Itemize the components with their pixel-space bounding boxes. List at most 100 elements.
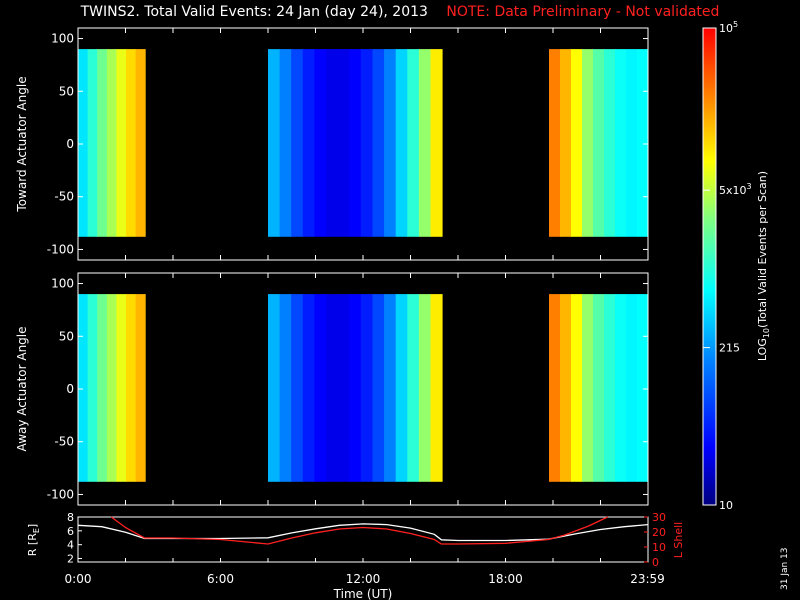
colorbar-gradient: [703, 28, 716, 505]
colorbar-tick-label: 5x103: [719, 182, 752, 197]
toward-cell-1-13: [418, 49, 431, 237]
toward-angle-panel: 100 50 0 -50 -100 Toward Actuator Angle: [15, 27, 649, 261]
toward-ytick-label: -50: [54, 190, 74, 204]
away-cell-0-2: [97, 294, 108, 482]
colorbar-label: LOG10(Total Valid Events per Scan): [756, 171, 771, 361]
toward-cell-1-14: [430, 49, 443, 237]
away-cell-1-13: [418, 294, 431, 482]
away-heatmap: [78, 294, 649, 482]
away-cell-1-4: [314, 294, 327, 482]
toward-cell-0-4: [116, 49, 127, 237]
toward-cell-1-10: [384, 49, 397, 237]
away-cell-2-3: [582, 294, 594, 482]
away-cell-0-3: [106, 294, 117, 482]
away-cell-1-8: [360, 294, 373, 482]
r-tick-label: 6: [67, 525, 74, 538]
toward-cell-0-0: [78, 49, 89, 237]
time-axis-ticks: 0:00 6:00 12:00 18:00 23:59: [65, 558, 665, 586]
toward-cell-0-1: [87, 49, 98, 237]
l-shell-line: [110, 516, 608, 545]
toward-cell-1-12: [407, 49, 420, 237]
away-ytick-label: 50: [59, 329, 74, 343]
r-tick-label: 2: [67, 553, 74, 566]
away-ytick-label: -100: [47, 487, 74, 501]
time-tick-label: 12:00: [346, 572, 381, 586]
away-angle-panel: 100 50 0 -50 -100 Away Actuator Angle: [15, 272, 649, 506]
away-cell-2-0: [549, 294, 561, 482]
toward-cell-2-3: [582, 49, 594, 237]
toward-cell-1-3: [302, 49, 315, 237]
away-y-ticks: 100 50 0 -50 -100: [47, 273, 649, 505]
time-tick-label: 23:59: [630, 572, 665, 586]
toward-cell-2-2: [571, 49, 583, 237]
toward-cell-1-4: [314, 49, 327, 237]
away-ytick-label: 0: [66, 382, 74, 396]
toward-ytick-label: 50: [59, 84, 74, 98]
away-cell-2-4: [593, 294, 605, 482]
away-cell-1-1: [279, 294, 292, 482]
toward-cell-2-6: [615, 49, 627, 237]
away-cell-1-6: [337, 294, 350, 482]
time-tick-label: 0:00: [65, 572, 92, 586]
r-tick-label: 4: [67, 539, 74, 552]
away-cell-1-3: [302, 294, 315, 482]
toward-cell-2-5: [604, 49, 616, 237]
toward-cell-2-8: [637, 49, 649, 237]
toward-cell-1-0: [268, 49, 281, 237]
orbit-lines: [77, 516, 649, 545]
away-cell-0-0: [78, 294, 89, 482]
away-cell-1-2: [291, 294, 304, 482]
away-cell-1-12: [407, 294, 420, 482]
toward-cell-1-1: [279, 49, 292, 237]
toward-cell-1-7: [349, 49, 362, 237]
away-y-label: Away Actuator Angle: [15, 326, 29, 451]
colorbar-ticks: 105 5x103 215 10: [703, 20, 752, 512]
toward-ytick-label: -100: [47, 242, 74, 256]
l-shell-tick-label: 20: [652, 526, 666, 539]
toward-ytick-label: 100: [51, 32, 74, 46]
l-shell-tick-label: 0: [652, 556, 659, 569]
toward-cell-2-7: [626, 49, 638, 237]
l-shell-tick-label: 10: [652, 541, 666, 554]
date-stamp: 31 Jan 13: [780, 547, 790, 591]
r-axis-label: R [RE]: [26, 524, 41, 556]
toward-cell-1-6: [337, 49, 350, 237]
away-ytick-label: 100: [51, 277, 74, 291]
chart-title: TWINS2. Total Valid Events: 24 Jan (day …: [0, 4, 800, 26]
time-tick-label: 6:00: [207, 572, 234, 586]
away-cell-2-7: [626, 294, 638, 482]
time-tick-label: 18:00: [488, 572, 523, 586]
away-cell-1-0: [268, 294, 281, 482]
away-cell-1-7: [349, 294, 362, 482]
colorbar-tick-label: 10: [719, 499, 733, 512]
away-cell-2-8: [637, 294, 649, 482]
away-cell-2-1: [560, 294, 572, 482]
toward-ytick-label: 0: [66, 137, 74, 151]
away-ytick-label: -50: [54, 435, 74, 449]
toward-cell-1-9: [372, 49, 385, 237]
toward-cell-1-2: [291, 49, 304, 237]
away-cell-0-5: [126, 294, 137, 482]
preliminary-note: NOTE: Data Preliminary - Not validated: [446, 4, 720, 20]
r-tick-label: 8: [67, 511, 74, 524]
colorbar: 105 5x103 215 10 LOG10(Total Valid Events p…: [702, 20, 771, 512]
l-shell-axis-label: L Shell: [672, 522, 685, 558]
toward-cell-1-5: [326, 49, 339, 237]
away-cell-1-11: [395, 294, 408, 482]
away-cell-1-10: [384, 294, 397, 482]
toward-cell-2-1: [560, 49, 572, 237]
time-axis-label: Time (UT): [333, 587, 393, 600]
toward-y-label: Toward Actuator Angle: [15, 76, 29, 212]
away-cell-1-14: [430, 294, 443, 482]
toward-cell-1-11: [395, 49, 408, 237]
toward-cell-0-6: [135, 49, 146, 237]
colorbar-tick-label: 215: [719, 342, 740, 355]
away-cell-2-5: [604, 294, 616, 482]
toward-y-ticks: 100 50 0 -50 -100: [47, 28, 649, 260]
l-shell-tick-label: 30: [652, 511, 666, 524]
away-cell-2-6: [615, 294, 627, 482]
away-cell-1-9: [372, 294, 385, 482]
